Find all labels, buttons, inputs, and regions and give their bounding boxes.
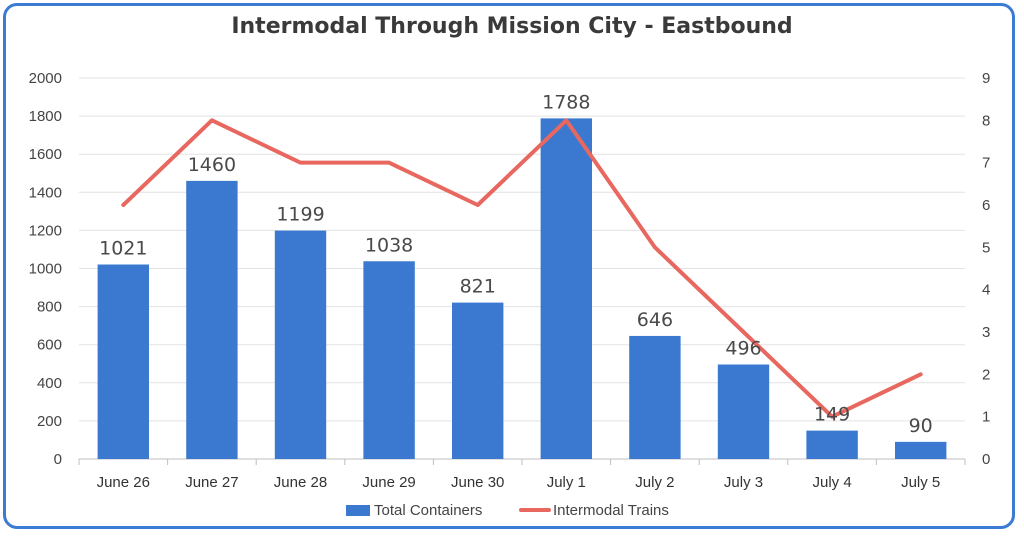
right-axis-tick-label: 4 — [982, 282, 990, 299]
category-label: July 1 — [547, 474, 586, 491]
bar — [97, 264, 149, 459]
left-axis-tick-label: 2000 — [29, 70, 62, 87]
right-axis-tick-label: 3 — [982, 324, 990, 341]
right-axis-ticks: 0 1 2 3 4 5 6 7 8 9 — [982, 70, 990, 468]
category-label: June 28 — [274, 474, 327, 491]
left-axis-tick-label: 1400 — [29, 184, 62, 201]
bar — [717, 364, 770, 459]
bar — [274, 230, 327, 459]
right-axis-tick-label: 8 — [982, 112, 990, 129]
bar-data-label: 1021 — [99, 237, 147, 259]
left-axis-tick-label: 1000 — [29, 261, 62, 278]
chart-title: Intermodal Through Mission City - Eastbo… — [231, 14, 793, 39]
bar-data-label: 149 — [814, 404, 850, 426]
legend-swatch-bar — [346, 505, 370, 516]
bar-series — [97, 118, 947, 460]
bar-data-label: 1038 — [365, 234, 413, 256]
category-label: June 29 — [362, 474, 415, 491]
bar-data-label: 1460 — [188, 154, 236, 176]
category-label: July 5 — [901, 474, 940, 491]
category-label: July 2 — [635, 474, 674, 491]
legend-label: Intermodal Trains — [553, 502, 669, 519]
left-axis-tick-label: 1200 — [29, 222, 62, 239]
category-labels: June 26 June 27 June 28 June 29 June 30 July … — [97, 474, 941, 491]
bar-data-label: 821 — [460, 276, 496, 298]
legend: Total Containers Intermodal Trains — [346, 502, 669, 519]
data-labels: 1021 1460 1199 1038 821 1788 646 496 149 90 — [99, 91, 933, 436]
left-axis-tick-label: 400 — [37, 375, 62, 392]
right-axis-tick-label: 5 — [982, 239, 990, 256]
bar-data-label: 646 — [637, 309, 673, 331]
left-axis-tick-label: 600 — [37, 337, 62, 354]
line-path — [121, 118, 923, 419]
line-series — [121, 118, 923, 419]
legend-label: Total Containers — [374, 502, 482, 519]
category-label: July 3 — [724, 474, 763, 491]
right-axis-tick-label: 7 — [982, 155, 990, 172]
left-axis-ticks: 0 200 400 600 800 1000 1200 1400 1600 1800 2000 — [29, 70, 62, 468]
left-axis-tick-label: 1800 — [29, 108, 62, 125]
right-axis-tick-label: 1 — [982, 409, 990, 426]
category-label: June 26 — [97, 474, 150, 491]
right-axis-tick-label: 6 — [982, 197, 990, 214]
bar — [186, 180, 238, 459]
bar-data-label: 1788 — [542, 91, 590, 113]
bar-data-label: 496 — [725, 338, 761, 360]
bar-data-label: 90 — [909, 415, 933, 437]
category-label: June 30 — [451, 474, 504, 491]
bar — [363, 261, 415, 459]
bar — [806, 430, 858, 459]
right-axis-tick-label: 9 — [982, 70, 990, 87]
bar-data-label: 1199 — [276, 204, 324, 226]
bar — [895, 441, 947, 459]
bar — [629, 335, 681, 459]
right-axis-tick-label: 0 — [982, 451, 990, 468]
left-axis-tick-label: 1600 — [29, 146, 62, 163]
left-axis-tick-label: 0 — [54, 451, 62, 468]
category-label: July 4 — [813, 474, 852, 491]
left-axis-tick-label: 800 — [37, 299, 62, 316]
bar — [452, 302, 504, 459]
left-axis-tick-label: 200 — [37, 413, 62, 430]
right-axis-tick-label: 2 — [982, 366, 990, 383]
bar — [540, 118, 592, 460]
category-label: June 27 — [185, 474, 238, 491]
